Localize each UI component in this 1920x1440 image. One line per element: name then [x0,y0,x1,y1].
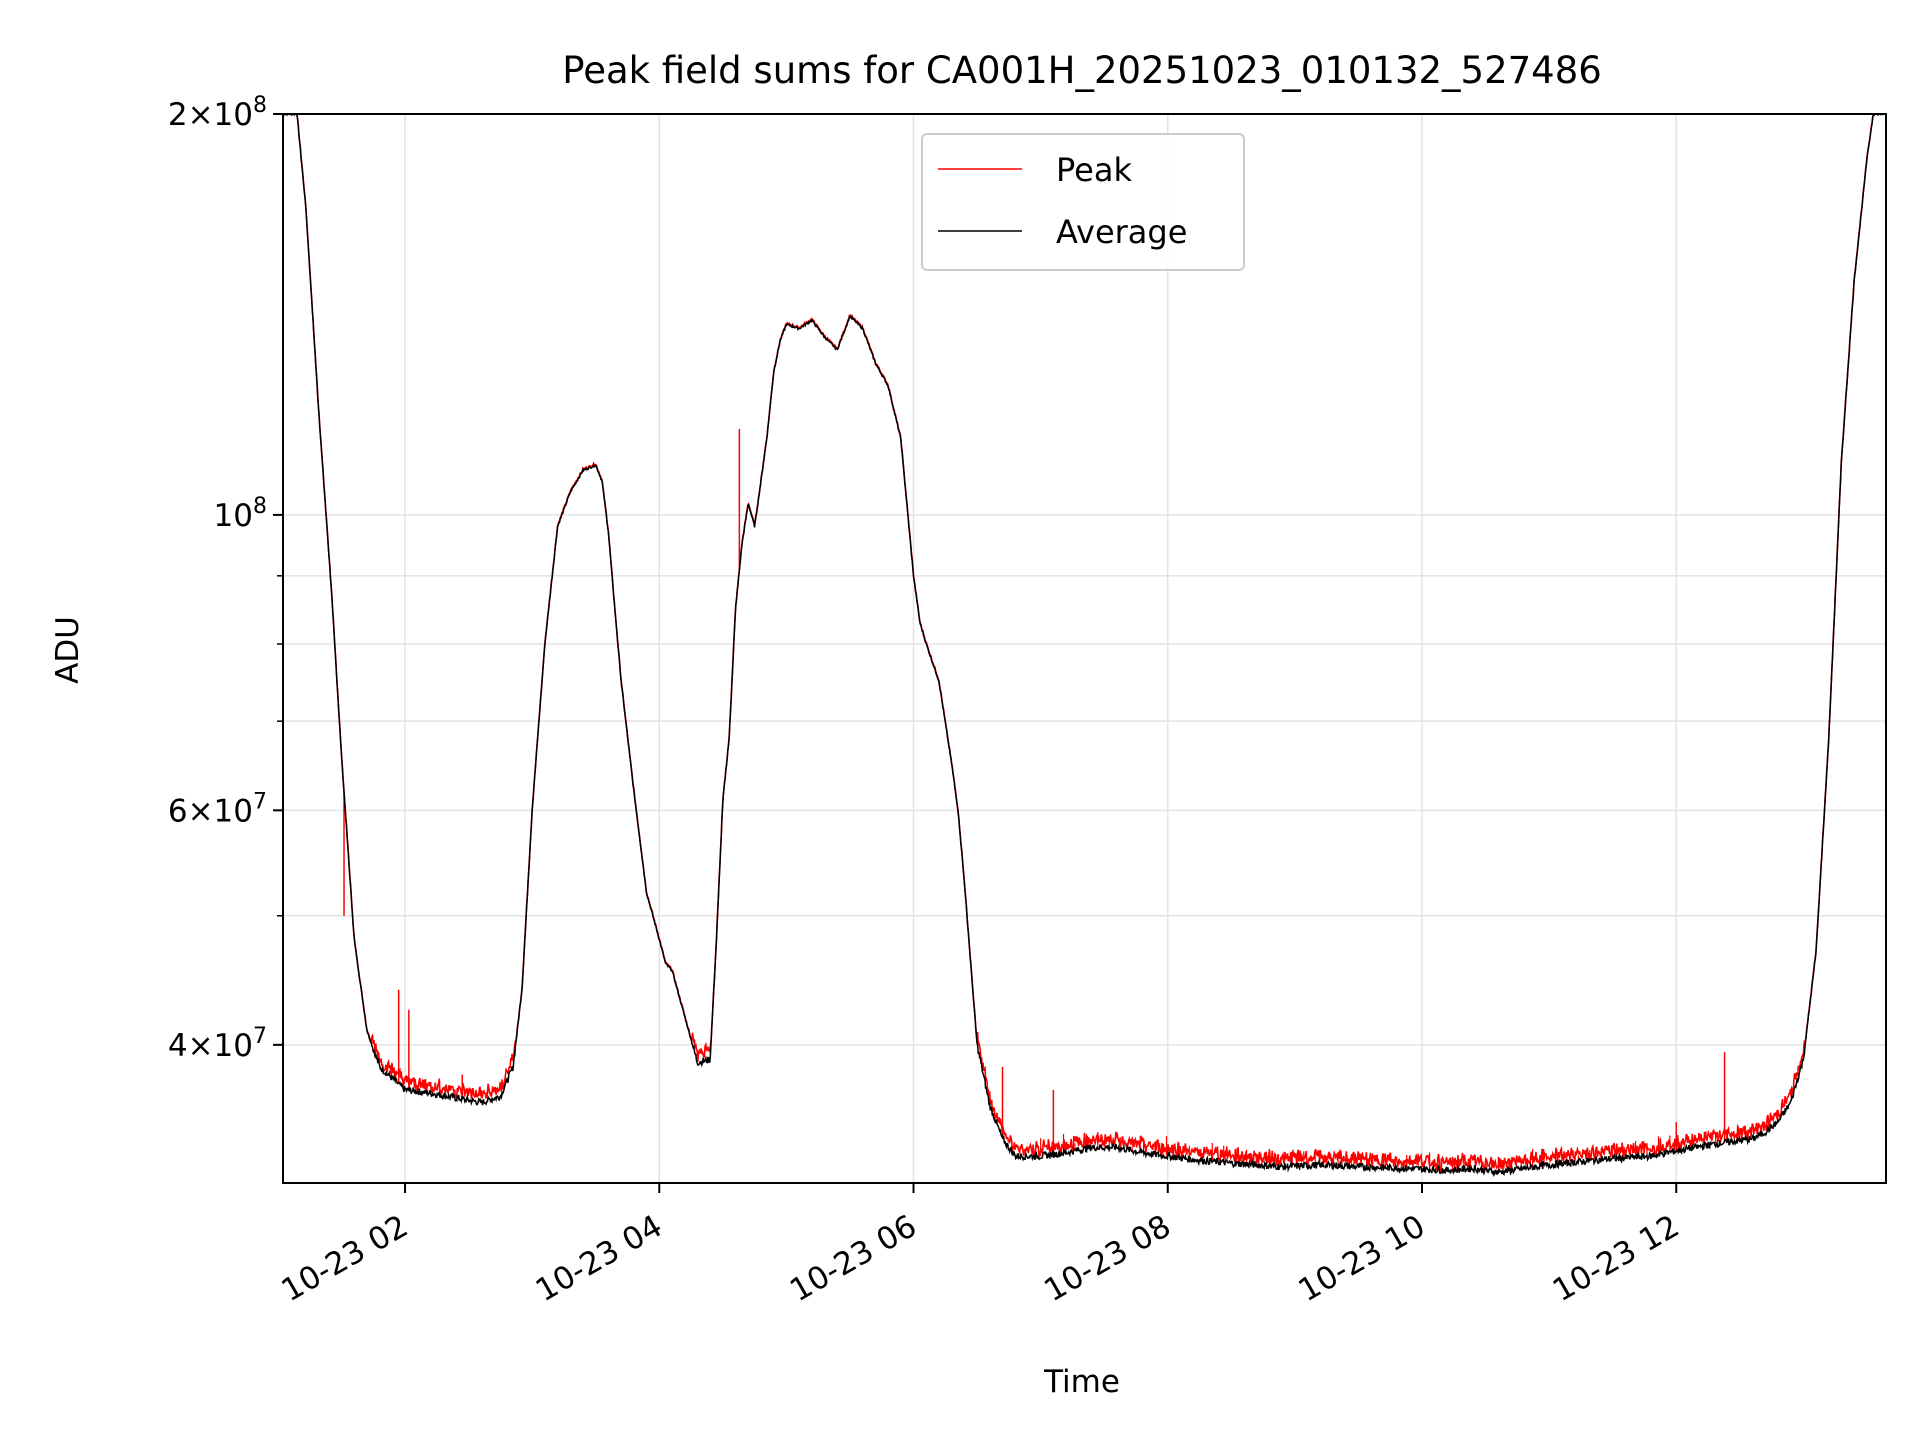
y-tick-label: 4×107 [168,1024,267,1064]
plot-frame [282,113,1887,1184]
x-axis-label: Time [1043,1364,1120,1400]
series-group [283,114,1886,1178]
chart-title: Peak field sums for CA001H_20251023_0101… [562,49,1602,92]
legend: Peak Average [921,133,1245,271]
legend-average-label: Average [1056,213,1187,251]
grid [283,114,1886,1183]
y-tick-label: 108 [214,494,267,534]
average-line [283,114,1886,1178]
legend-peak-label: Peak [1056,151,1132,189]
y-tick-label: 6×107 [168,789,267,829]
y-axis-label: ADU [50,616,86,684]
legend-box [921,133,1245,271]
y-tick-label: 2×108 [168,93,267,133]
